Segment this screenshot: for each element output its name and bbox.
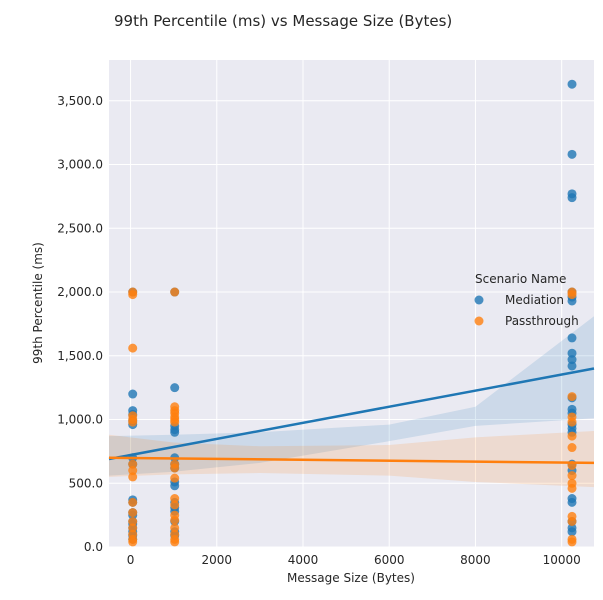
x-tick-label: 0 (127, 553, 135, 567)
regression-lines (108, 367, 595, 465)
data-point-passthrough (128, 497, 138, 507)
data-point-mediation (567, 193, 577, 203)
data-point-passthrough (567, 517, 577, 527)
data-point-mediation (567, 355, 577, 365)
data-point-mediation (567, 527, 577, 537)
y-tick-label: 1,000.0 (57, 413, 103, 427)
data-points (128, 79, 577, 547)
data-point-mediation (567, 149, 577, 159)
y-tick-label: 3,500.0 (57, 94, 103, 108)
data-point-passthrough (128, 508, 138, 518)
data-point-passthrough (567, 290, 577, 300)
x-tick-label: 8000 (460, 553, 491, 567)
data-point-passthrough (567, 443, 577, 453)
data-point-passthrough (567, 431, 577, 441)
data-point-mediation (170, 481, 180, 491)
data-point-mediation (170, 383, 180, 393)
data-point-passthrough (128, 466, 138, 476)
legend-title: Scenario Name (475, 272, 566, 286)
data-point-passthrough (128, 343, 138, 353)
data-point-passthrough (128, 472, 138, 482)
y-tick-label: 2,500.0 (57, 221, 103, 235)
x-axis-label: Message Size (Bytes) (287, 571, 415, 585)
y-axis-ticks: 0.0 500.0 1,000.0 1,500.0 2,000.0 2,500.0 3,00… (57, 94, 103, 554)
legend-marker-passthrough (474, 316, 484, 326)
data-point-passthrough (170, 523, 180, 533)
regression-line-passthrough (108, 456, 595, 465)
data-point-passthrough (128, 290, 138, 300)
data-point-passthrough (128, 523, 138, 533)
legend-marker-mediation (474, 295, 484, 305)
data-point-passthrough (170, 417, 180, 427)
data-point-passthrough (128, 459, 138, 469)
y-tick-label: 2,000.0 (57, 285, 103, 299)
y-axis-label: 99th Percentile (ms) (31, 242, 45, 364)
data-point-mediation (567, 296, 577, 306)
data-point-passthrough (170, 537, 180, 547)
data-point-passthrough (170, 463, 180, 473)
y-tick-label: 3,000.0 (57, 158, 103, 172)
x-tick-label: 6000 (374, 553, 405, 567)
data-point-passthrough (128, 537, 138, 547)
data-point-mediation (567, 361, 577, 371)
x-axis-ticks: 0 2000 4000 6000 8000 10000 (127, 553, 581, 567)
y-tick-label: 0.0 (84, 540, 103, 554)
data-point-passthrough (170, 473, 180, 483)
confidence-band-passthrough (109, 430, 594, 488)
data-point-passthrough (567, 471, 577, 481)
x-tick-label: 4000 (288, 553, 319, 567)
data-point-mediation (567, 497, 577, 507)
x-tick-label: 2000 (202, 553, 233, 567)
y-tick-label: 1,500.0 (57, 349, 103, 363)
grid-lines (109, 60, 594, 548)
chart-title: 99th Percentile (ms) vs Message Size (By… (114, 12, 452, 30)
legend-label-mediation: Mediation (505, 293, 564, 307)
data-point-mediation (170, 427, 180, 437)
data-point-mediation (128, 389, 138, 399)
data-point-mediation (567, 333, 577, 343)
data-point-passthrough (170, 500, 180, 510)
plot-area (109, 60, 594, 547)
data-point-passthrough (170, 494, 180, 504)
y-tick-label: 500.0 (69, 476, 103, 490)
data-point-passthrough (128, 417, 138, 427)
regression-line-mediation (108, 367, 595, 461)
data-point-passthrough (567, 417, 577, 427)
data-point-passthrough (170, 515, 180, 525)
data-point-mediation (567, 79, 577, 89)
legend: Scenario Name Mediation Passthrough (474, 272, 579, 328)
data-point-passthrough (128, 517, 138, 527)
data-point-passthrough (567, 537, 577, 547)
data-point-mediation (567, 348, 577, 358)
data-point-passthrough (567, 483, 577, 493)
data-point-passthrough (170, 287, 180, 297)
data-point-passthrough (567, 392, 577, 402)
legend-label-passthrough: Passthrough (505, 314, 579, 328)
x-tick-label: 10000 (543, 553, 581, 567)
